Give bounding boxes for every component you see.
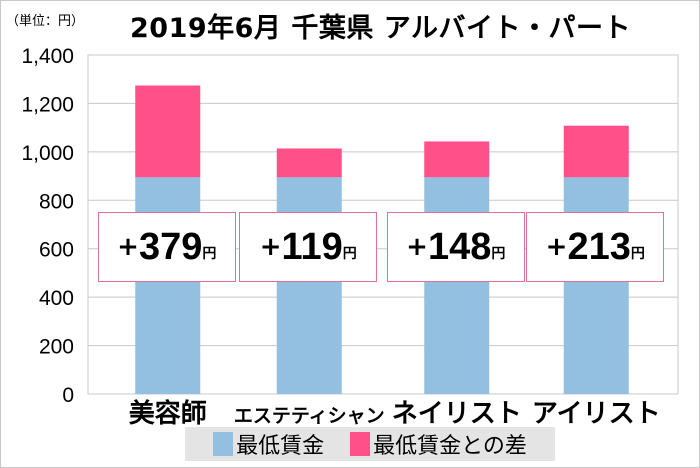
legend-label: 最低賃金との差 xyxy=(373,434,527,459)
unit-label: （単位：円） xyxy=(6,14,85,29)
difference-value: 148 xyxy=(427,225,492,268)
chart-title: 2019年6月 千葉県 アルバイト・パート xyxy=(130,13,631,44)
difference-value: 213 xyxy=(567,225,631,268)
x-tick-label: アイリスト xyxy=(532,399,661,429)
bar-difference xyxy=(424,141,490,178)
legend-label: 最低賃金 xyxy=(236,434,325,459)
bar-min-wage xyxy=(276,177,342,394)
bar-difference xyxy=(276,148,342,178)
x-tick-label: エステティシャン xyxy=(234,405,385,427)
y-tick-label: 400 xyxy=(39,287,74,310)
yen-unit: 円 xyxy=(630,246,645,262)
x-tick-label: ネイリスト xyxy=(392,399,522,429)
bar-min-wage xyxy=(424,177,490,394)
difference-annotation: +148 円 xyxy=(386,212,525,282)
plus-sign: + xyxy=(545,232,568,262)
yen-unit: 円 xyxy=(342,246,357,262)
legend-swatch xyxy=(350,432,371,456)
y-tick-label: 800 xyxy=(39,190,74,213)
y-tick-label: 0 xyxy=(62,384,74,407)
difference-annotation: +213 円 xyxy=(526,212,665,282)
difference-annotation: +119 円 xyxy=(239,212,378,282)
yen-unit: 円 xyxy=(202,246,217,262)
difference-value: 119 xyxy=(281,225,343,268)
bar-difference xyxy=(563,125,629,178)
legend-item-difference: 最低賃金との差 xyxy=(350,428,527,460)
plus-sign: + xyxy=(117,232,139,262)
plus-sign: + xyxy=(259,232,282,262)
yen-unit: 円 xyxy=(491,246,506,262)
legend: 最低賃金 最低賃金との差 xyxy=(185,427,555,461)
y-tick-label: 600 xyxy=(39,239,74,262)
y-tick-label: 200 xyxy=(39,336,74,359)
plus-sign: + xyxy=(406,232,428,262)
legend-item-min-wage: 最低賃金 xyxy=(213,428,324,460)
legend-swatch xyxy=(213,432,234,456)
x-tick-label: 美容師 xyxy=(129,398,207,429)
y-tick-label: 1,400 xyxy=(21,45,74,68)
bar-min-wage xyxy=(135,177,201,394)
bar-min-wage xyxy=(563,177,629,394)
difference-annotation: +379 円 xyxy=(97,212,236,282)
bar-difference xyxy=(135,85,201,178)
difference-value: 379 xyxy=(138,225,203,268)
y-tick-label: 1,200 xyxy=(21,93,74,116)
y-tick-label: 1,000 xyxy=(21,142,74,165)
